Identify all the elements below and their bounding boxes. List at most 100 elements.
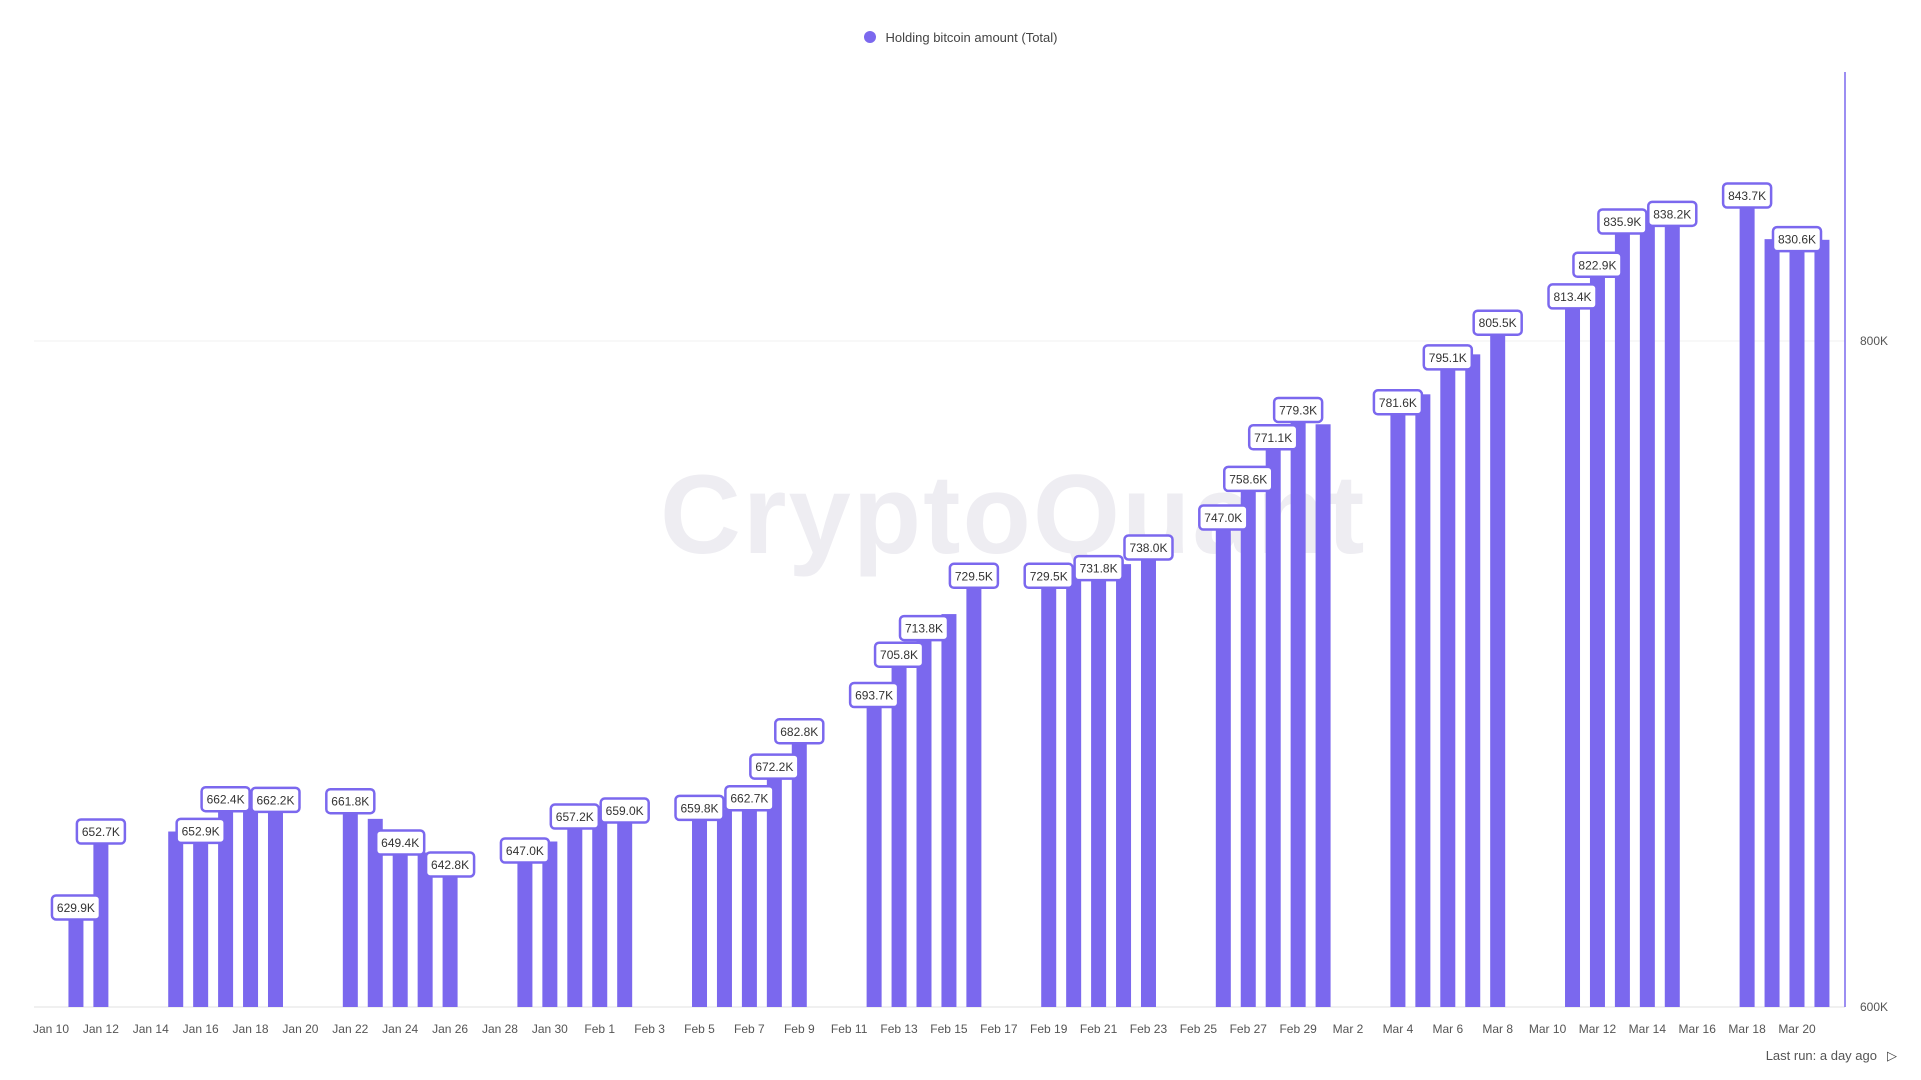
bar[interactable] <box>1789 239 1805 1007</box>
bar[interactable] <box>542 841 558 1007</box>
svg-text:647.0K: 647.0K <box>506 844 544 858</box>
bar[interactable] <box>866 694 882 1007</box>
bar[interactable] <box>741 798 757 1007</box>
bar[interactable] <box>68 907 84 1007</box>
bar[interactable] <box>1215 517 1231 1007</box>
bar[interactable] <box>1116 564 1132 1007</box>
play-icon[interactable]: ▷ <box>1887 1048 1897 1063</box>
data-label: 758.6K <box>1223 465 1274 493</box>
bar[interactable] <box>1814 239 1830 1008</box>
bar[interactable] <box>1440 357 1456 1008</box>
bar[interactable] <box>891 654 907 1007</box>
bar[interactable] <box>342 801 358 1007</box>
x-tick-label: Feb 21 <box>1080 1022 1118 1036</box>
data-label: 843.7K <box>1721 182 1773 209</box>
bar[interactable] <box>966 575 982 1007</box>
bar[interactable] <box>716 809 732 1007</box>
data-label: 795.1K <box>1422 344 1474 371</box>
bar[interactable] <box>1664 213 1680 1007</box>
bar[interactable] <box>1290 409 1306 1007</box>
svg-text:758.6K: 758.6K <box>1229 472 1267 486</box>
data-label: 838.2K <box>1647 200 1698 228</box>
bar[interactable] <box>517 850 533 1007</box>
x-tick-label: Feb 15 <box>930 1022 968 1036</box>
x-tick-label: Mar 8 <box>1482 1022 1513 1036</box>
x-tick-label: Feb 9 <box>784 1022 815 1036</box>
svg-text:835.9K: 835.9K <box>1603 215 1641 229</box>
bar[interactable] <box>1739 195 1755 1008</box>
data-label: 729.5K <box>1023 562 1074 590</box>
legend[interactable]: Holding bitcoin amount (Total) <box>0 30 1921 45</box>
data-label: 747.0K <box>1198 504 1249 531</box>
bar[interactable] <box>1091 568 1107 1007</box>
bar[interactable] <box>1415 394 1431 1008</box>
x-tick-label: Mar 6 <box>1432 1022 1463 1036</box>
data-label: 781.6K <box>1372 389 1424 416</box>
svg-text:659.0K: 659.0K <box>606 804 644 818</box>
bar[interactable] <box>1140 547 1156 1007</box>
bar[interactable] <box>1614 221 1630 1007</box>
data-label: 652.7K <box>75 818 127 845</box>
bar[interactable] <box>592 817 608 1007</box>
bar[interactable] <box>218 799 234 1007</box>
bar[interactable] <box>1465 354 1481 1008</box>
bar[interactable] <box>267 799 283 1007</box>
x-tick-label: Feb 29 <box>1279 1022 1317 1036</box>
svg-text:781.6K: 781.6K <box>1379 396 1417 410</box>
x-tick-label: Jan 30 <box>532 1022 568 1036</box>
bar[interactable] <box>1041 575 1057 1007</box>
bar[interactable] <box>1764 239 1780 1007</box>
bar[interactable] <box>617 810 633 1007</box>
bar[interactable] <box>916 628 932 1007</box>
svg-text:662.2K: 662.2K <box>256 793 294 807</box>
x-tick-label: Mar 4 <box>1383 1022 1414 1036</box>
legend-swatch <box>863 31 876 43</box>
x-tick-label: Jan 14 <box>133 1022 169 1036</box>
bar[interactable] <box>1565 296 1581 1008</box>
bar[interactable] <box>93 831 109 1007</box>
svg-text:659.8K: 659.8K <box>680 801 718 815</box>
bar[interactable] <box>1589 264 1605 1007</box>
svg-text:672.2K: 672.2K <box>755 760 793 774</box>
bar[interactable] <box>1240 478 1256 1007</box>
bar[interactable] <box>193 830 209 1007</box>
data-label: 642.8K <box>424 851 476 878</box>
bar[interactable] <box>1390 402 1406 1008</box>
data-label: 813.4K <box>1547 283 1598 310</box>
bar[interactable] <box>1066 570 1082 1007</box>
bar[interactable] <box>567 816 583 1007</box>
footer: Last run: a day ago ▷ <box>1766 1048 1897 1064</box>
bar[interactable] <box>367 818 383 1007</box>
svg-text:661.8K: 661.8K <box>331 795 369 809</box>
svg-text:805.5K: 805.5K <box>1479 316 1517 330</box>
bar[interactable] <box>392 842 408 1007</box>
svg-text:642.8K: 642.8K <box>431 858 469 872</box>
bar[interactable] <box>941 614 957 1007</box>
x-tick-label: Feb 17 <box>980 1022 1018 1036</box>
bar[interactable] <box>1490 322 1506 1007</box>
x-tick-label: Mar 12 <box>1579 1022 1617 1036</box>
svg-text:747.0K: 747.0K <box>1204 511 1242 525</box>
y-tick-label: 800K <box>1860 334 1888 348</box>
bar[interactable] <box>417 852 433 1007</box>
x-tick-label: Feb 7 <box>734 1022 765 1036</box>
bar[interactable] <box>1315 424 1331 1007</box>
bar[interactable] <box>1265 437 1281 1007</box>
x-tick-label: Jan 12 <box>83 1022 119 1036</box>
bar[interactable] <box>168 831 184 1007</box>
bar[interactable] <box>243 799 259 1007</box>
x-tick-label: Feb 19 <box>1030 1022 1068 1036</box>
bar[interactable] <box>442 864 458 1007</box>
data-label: 662.2K <box>250 786 301 814</box>
x-tick-label: Feb 27 <box>1230 1022 1268 1036</box>
bar[interactable] <box>766 766 782 1007</box>
legend-label: Holding bitcoin amount (Total) <box>885 30 1058 45</box>
data-label: 713.8K <box>898 614 950 642</box>
data-label: 659.8K <box>674 794 725 822</box>
bar[interactable] <box>692 807 708 1007</box>
bar[interactable] <box>1639 221 1655 1008</box>
svg-text:729.5K: 729.5K <box>955 569 993 583</box>
data-label: 693.7K <box>848 681 900 709</box>
bar[interactable] <box>791 731 807 1007</box>
x-tick-label: Jan 18 <box>233 1022 269 1036</box>
